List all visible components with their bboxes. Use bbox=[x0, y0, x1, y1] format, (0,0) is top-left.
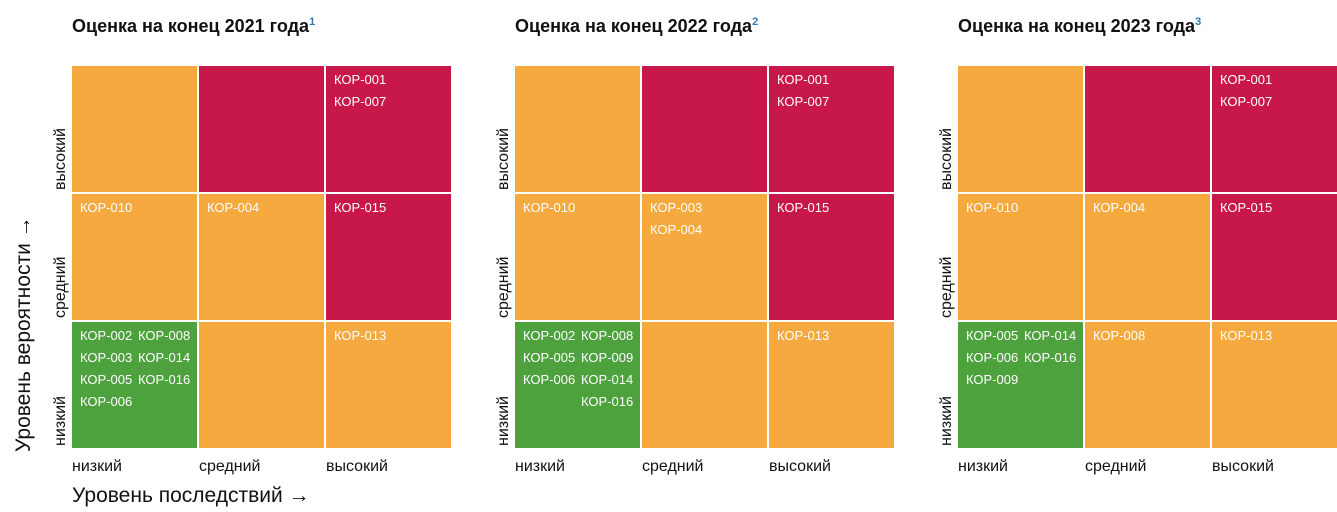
matrix-cell: КОР-010 bbox=[515, 194, 640, 320]
y-axis-label: Уровень вероятности → bbox=[12, 216, 35, 452]
column-label: средний bbox=[1085, 458, 1147, 475]
matrix-cell: КОР-010 bbox=[958, 194, 1083, 320]
matrix-cell: КОР-015 bbox=[769, 194, 894, 320]
risk-code: КОР-013 bbox=[334, 328, 387, 343]
column-label: низкий bbox=[958, 458, 1008, 475]
risk-code: КОР-007 bbox=[777, 94, 830, 109]
risk-code: КОР-005 bbox=[80, 372, 133, 387]
matrix-cell: КОР-001 КОР-007 bbox=[326, 66, 451, 192]
risk-code: КОР-002 bbox=[523, 328, 576, 343]
risk-code: КОР-007 bbox=[1220, 94, 1273, 109]
risk-code: КОР-010 bbox=[966, 200, 1019, 215]
column-label: высокий bbox=[326, 458, 388, 475]
risk-code: КОР-009 bbox=[581, 350, 634, 365]
matrix-cell: КОР-015 bbox=[326, 194, 451, 320]
matrix-cell: КОР-002 КОР-005 КОР-006 КОР-008 КОР-009 КОР-0… bbox=[515, 322, 640, 448]
risk-code: КОР-014 bbox=[581, 372, 634, 387]
matrix-cell bbox=[1085, 66, 1210, 192]
risk-code: КОР-005 bbox=[523, 350, 576, 365]
matrix-cell: КОР-004 bbox=[1085, 194, 1210, 320]
row-label: низкий bbox=[938, 396, 955, 446]
risk-code: КОР-003 bbox=[650, 200, 703, 215]
risk-code: КОР-004 bbox=[1093, 200, 1146, 215]
row-label: высокий bbox=[495, 128, 512, 190]
matrix-cell: КОР-001 КОР-007 bbox=[769, 66, 894, 192]
matrix-cell: КОР-002 КОР-003 КОР-005 КОР-006 КОР-008 КОР-0… bbox=[72, 322, 197, 448]
risk-code: КОР-008 bbox=[581, 328, 634, 343]
footnote-mark: 3 bbox=[1195, 16, 1202, 28]
risk-code: КОР-006 bbox=[80, 394, 133, 409]
risk-code: КОР-016 bbox=[138, 372, 191, 387]
row-label: высокий bbox=[52, 128, 69, 190]
row-label: высокий bbox=[938, 128, 955, 190]
risk-code: КОР-014 bbox=[1024, 328, 1077, 343]
matrix-cell: КОР-003 КОР-004 bbox=[642, 194, 767, 320]
column-label: высокий bbox=[1212, 458, 1274, 475]
risk-code: КОР-013 bbox=[1220, 328, 1273, 343]
risk-code: КОР-004 bbox=[650, 222, 703, 237]
matrix-cell bbox=[958, 66, 1083, 192]
matrix-cell bbox=[72, 66, 197, 192]
risk-code: КОР-015 bbox=[334, 200, 387, 215]
matrix-cell: КОР-005 КОР-006 КОР-009 КОР-014 КОР-016 bbox=[958, 322, 1083, 448]
matrix-cell: КОР-004 bbox=[199, 194, 324, 320]
risk-code: КОР-015 bbox=[777, 200, 830, 215]
column-label: высокий bbox=[769, 458, 831, 475]
risk-code: КОР-007 bbox=[334, 94, 387, 109]
matrix-cell: КОР-010 bbox=[72, 194, 197, 320]
row-label: средний bbox=[938, 256, 955, 319]
risk-code: КОР-005 bbox=[966, 328, 1019, 343]
row-label: низкий bbox=[495, 396, 512, 446]
matrix-cell bbox=[199, 66, 324, 192]
risk-code: КОР-010 bbox=[80, 200, 133, 215]
x-axis-label: Уровень последствий → bbox=[72, 484, 310, 507]
risk-code: КОР-016 bbox=[1024, 350, 1077, 365]
matrix-cell bbox=[642, 322, 767, 448]
risk-code: КОР-010 bbox=[523, 200, 576, 215]
risk-code: КОР-006 bbox=[966, 350, 1019, 365]
risk-code: КОР-001 bbox=[777, 72, 830, 87]
matrix-cell bbox=[642, 66, 767, 192]
matrix-cell: КОР-013 bbox=[326, 322, 451, 448]
matrix-cell: КОР-008 bbox=[1085, 322, 1210, 448]
risk-code: КОР-016 bbox=[581, 394, 634, 409]
risk-code: КОР-009 bbox=[966, 372, 1019, 387]
matrix-cell: КОР-015 bbox=[1212, 194, 1337, 320]
risk-code: КОР-004 bbox=[207, 200, 260, 215]
risk-code: КОР-006 bbox=[523, 372, 576, 387]
risk-code: КОР-014 bbox=[138, 350, 191, 365]
column-label: средний bbox=[642, 458, 704, 475]
risk-code: КОР-008 bbox=[138, 328, 191, 343]
risk-code: КОР-013 bbox=[777, 328, 830, 343]
risk-code: КОР-008 bbox=[1093, 328, 1146, 343]
row-label: низкий bbox=[52, 396, 69, 446]
matrix-cell bbox=[199, 322, 324, 448]
matrix-cell: КОР-013 bbox=[1212, 322, 1337, 448]
title-text: Оценка на конец 2023 года bbox=[958, 16, 1196, 36]
panel-title: Оценка на конец 2021 года1 bbox=[72, 16, 315, 37]
matrix-cell: КОР-013 bbox=[769, 322, 894, 448]
footnote-mark: 2 bbox=[752, 16, 759, 28]
column-label: средний bbox=[199, 458, 261, 475]
footnote-mark: 1 bbox=[309, 16, 316, 28]
risk-code: КОР-001 bbox=[1220, 72, 1273, 87]
risk-code: КОР-001 bbox=[334, 72, 387, 87]
risk-code: КОР-003 bbox=[80, 350, 133, 365]
panel-title: Оценка на конец 2023 года3 bbox=[958, 16, 1201, 37]
title-text: Оценка на конец 2022 года bbox=[515, 16, 753, 36]
row-label: средний bbox=[52, 256, 69, 319]
title-text: Оценка на конец 2021 года bbox=[72, 16, 310, 36]
risk-code: КОР-015 bbox=[1220, 200, 1273, 215]
panel-title: Оценка на конец 2022 года2 bbox=[515, 16, 758, 37]
matrix-cell: КОР-001 КОР-007 bbox=[1212, 66, 1337, 192]
column-label: низкий bbox=[72, 458, 122, 475]
risk-code: КОР-002 bbox=[80, 328, 133, 343]
column-label: низкий bbox=[515, 458, 565, 475]
matrix-cell bbox=[515, 66, 640, 192]
row-label: средний bbox=[495, 256, 512, 319]
